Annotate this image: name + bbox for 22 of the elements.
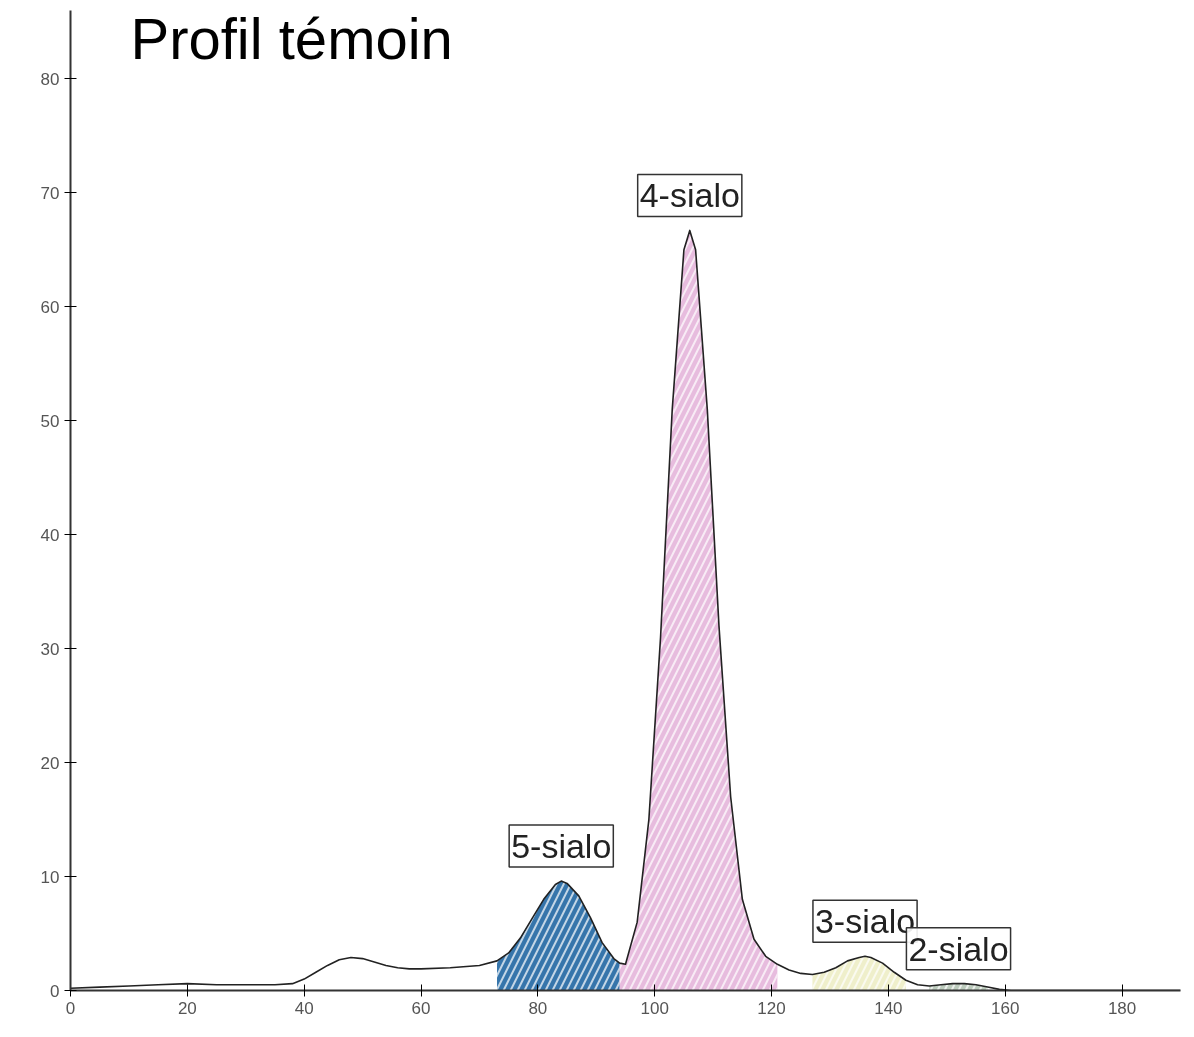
x-tick-label: 20 [177, 998, 197, 1018]
x-tick-label: 60 [411, 998, 431, 1018]
x-tick-label: 180 [1107, 998, 1137, 1018]
x-tick-label: 120 [757, 998, 786, 1018]
y-tick-label: 40 [40, 525, 60, 545]
x-tick-label: 0 [65, 998, 76, 1018]
y-tick-label: 30 [40, 639, 60, 659]
y-tick-label: 0 [50, 981, 60, 1001]
y-tick-label: 60 [40, 297, 60, 317]
y-tick-label: 50 [40, 411, 60, 431]
x-tick-label: 140 [874, 998, 903, 1018]
x-tick-label: 100 [640, 998, 669, 1018]
chart-title: Profil témoin [130, 5, 453, 71]
x-tick-label: 40 [294, 998, 314, 1018]
annotation: 4-sialo [639, 176, 740, 215]
y-tick-label: 80 [40, 69, 60, 89]
y-tick-label: 70 [40, 183, 60, 203]
x-tick-label: 80 [528, 998, 548, 1018]
y-tick-label: 20 [40, 753, 60, 773]
annotation: 5-sialo [511, 827, 612, 866]
y-tick-label: 10 [40, 867, 60, 887]
x-tick-label: 160 [991, 998, 1020, 1018]
